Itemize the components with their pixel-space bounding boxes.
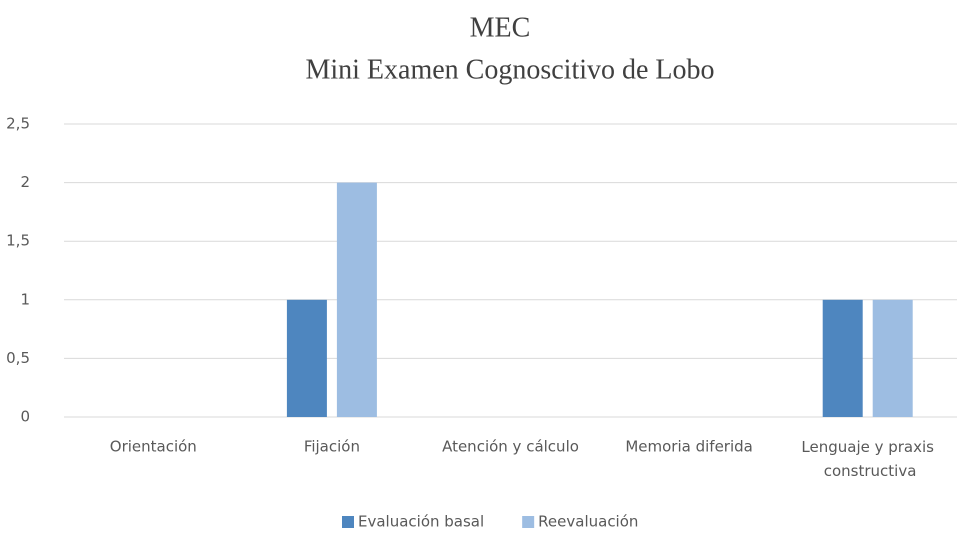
y-tick-label: 2 <box>20 173 30 191</box>
y-tick-label: 1 <box>20 290 30 308</box>
x-tick-label: Fijación <box>304 438 360 456</box>
y-tick-label: 1,5 <box>6 232 30 250</box>
legend-swatch <box>342 516 354 528</box>
y-tick-label: 0,5 <box>6 349 30 367</box>
y-tick-label: 2,5 <box>6 115 30 133</box>
chart-subtitle: Mini Examen Cognoscitivo de Lobo <box>305 54 714 85</box>
legend-swatch <box>522 516 535 528</box>
bar <box>872 299 913 417</box>
chart-title: MEC <box>470 12 531 43</box>
x-tick-label: Memoria diferida <box>625 438 753 456</box>
bar <box>286 299 327 417</box>
x-tick-label: Atención y cálculo <box>442 438 579 456</box>
legend-label: Reevaluación <box>538 513 638 531</box>
x-tick-label: Lenguaje y praxis constructiva <box>801 438 934 480</box>
y-tick-label: 0 <box>20 408 30 426</box>
legend-label: Evaluación basal <box>358 513 484 531</box>
bar <box>822 299 863 417</box>
bar <box>336 182 377 417</box>
x-tick-label: Orientación <box>110 438 197 456</box>
